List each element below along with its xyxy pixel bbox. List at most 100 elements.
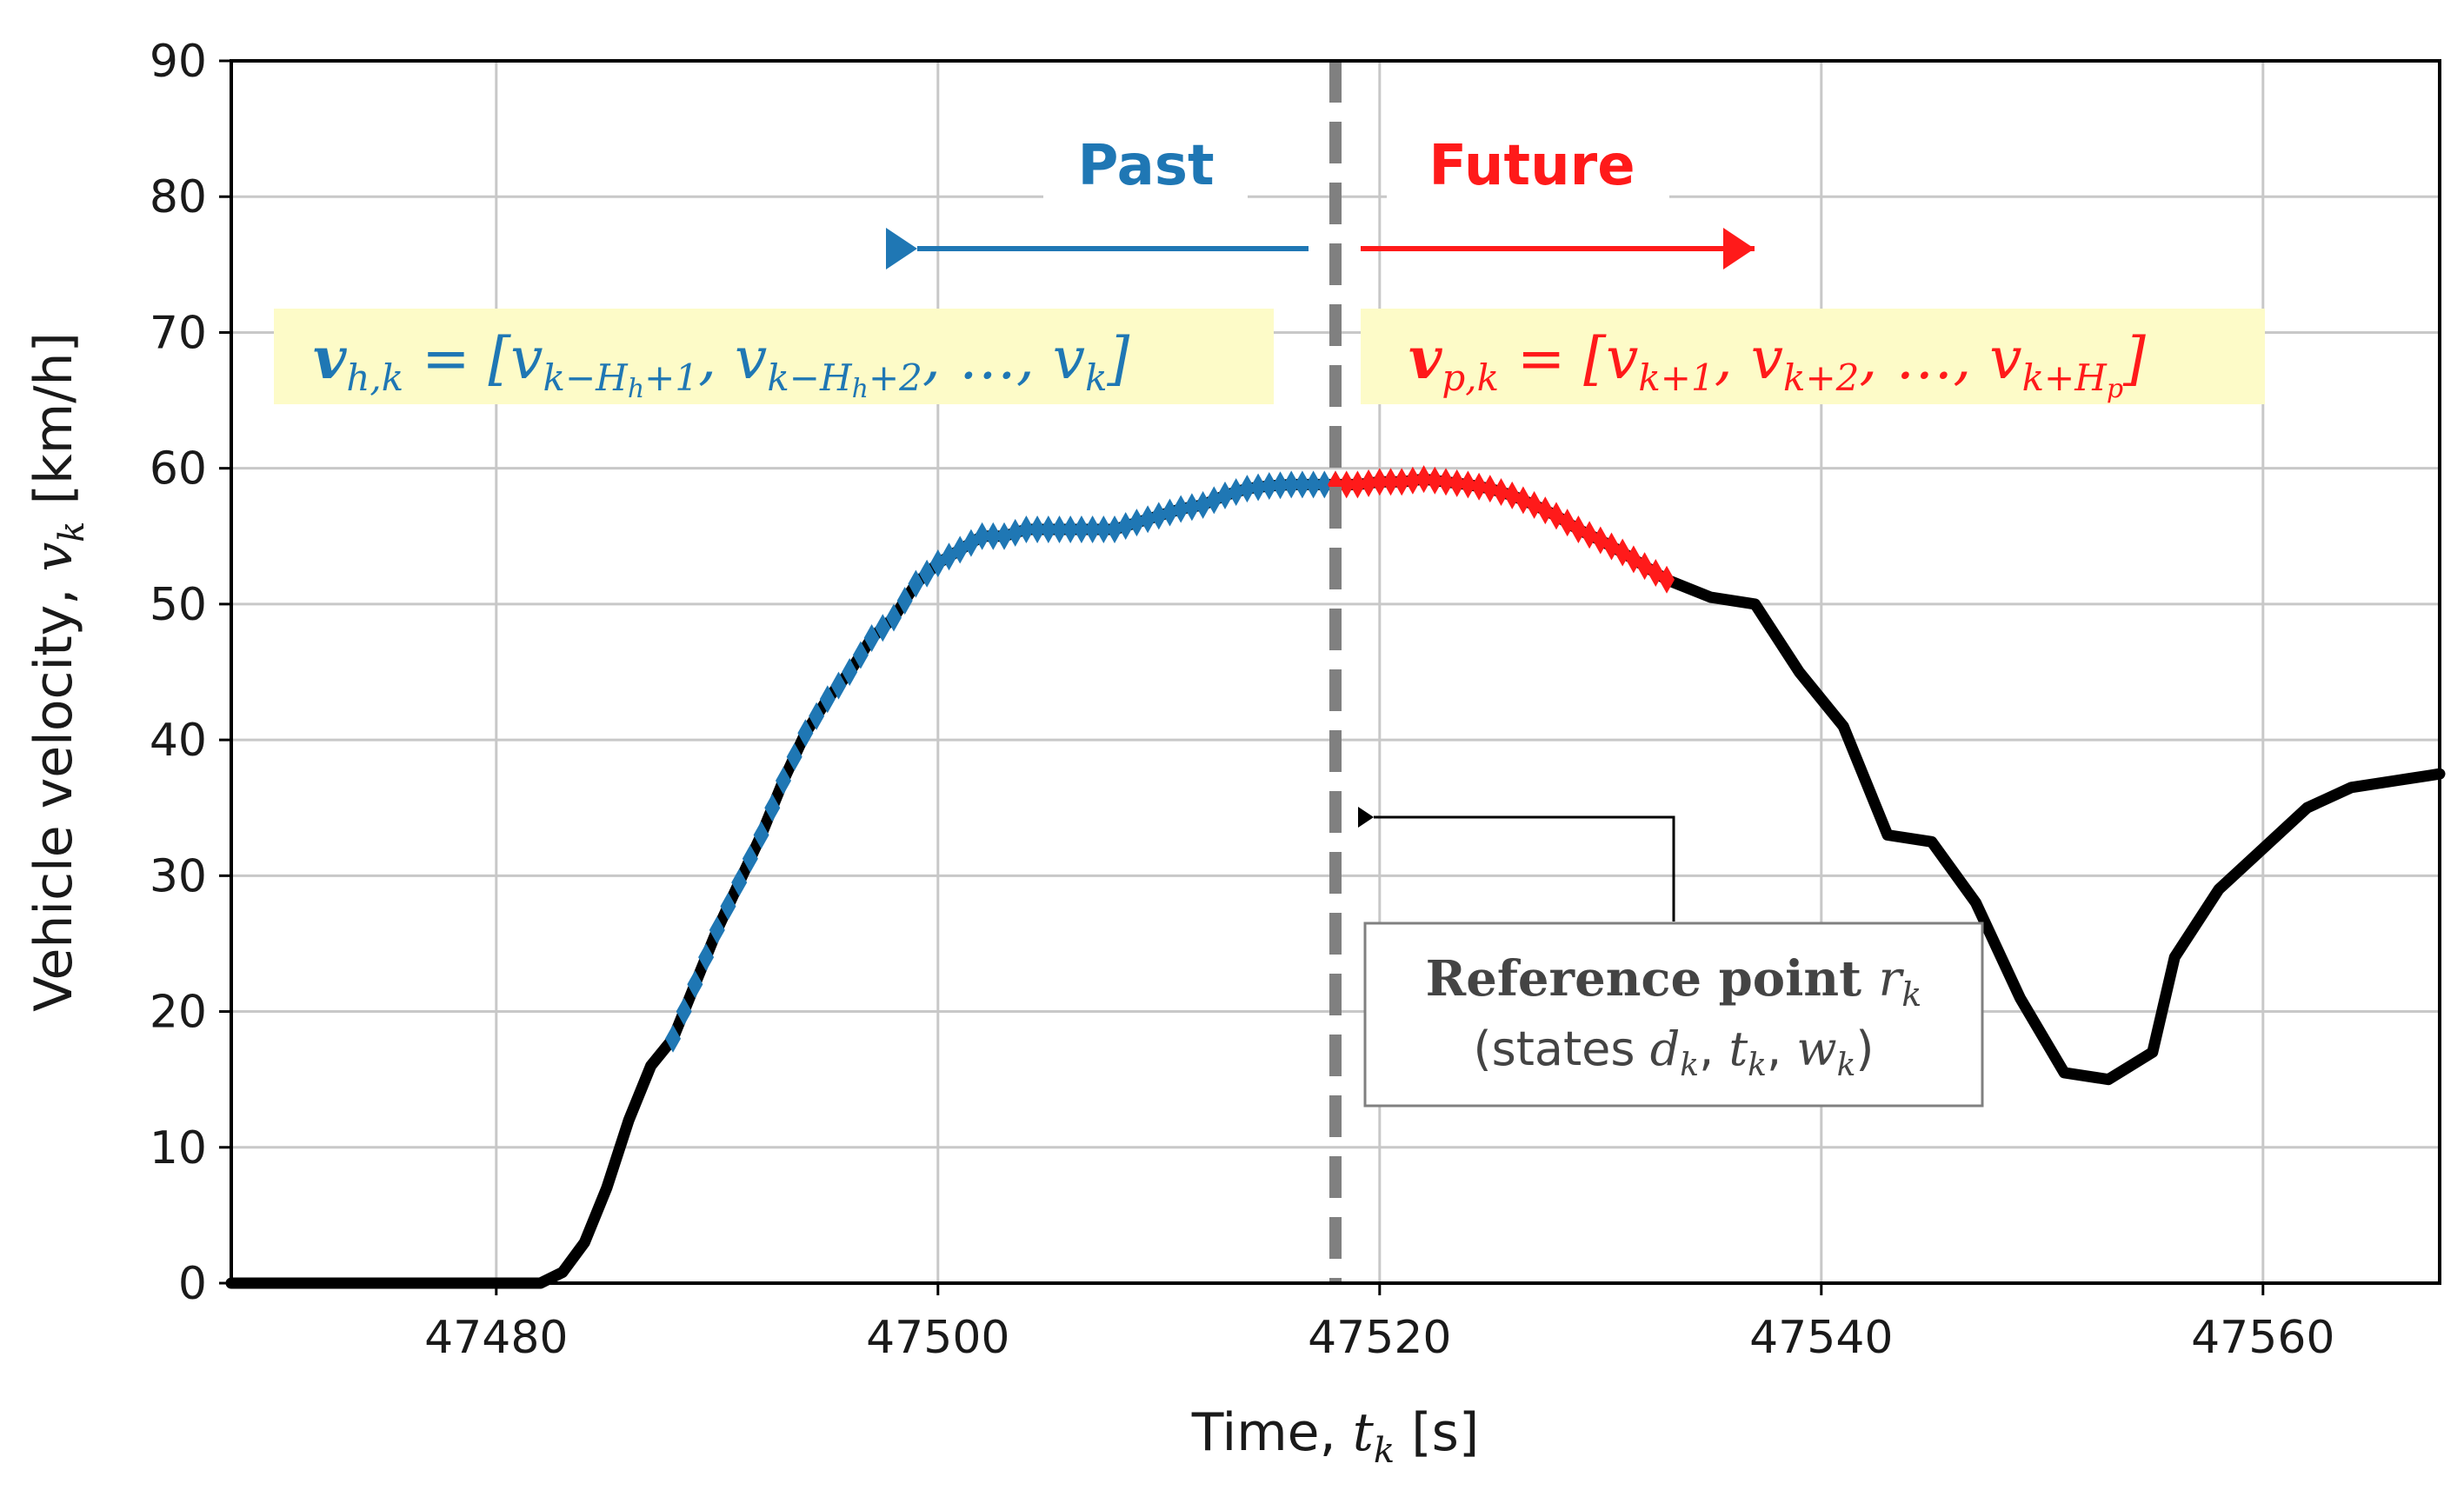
past-marker <box>1217 481 1233 509</box>
y-tick-label: 90 <box>150 36 207 88</box>
past-marker <box>842 658 858 686</box>
past-marker <box>1040 515 1056 543</box>
past-marker <box>1062 515 1079 543</box>
past-marker <box>1084 515 1101 543</box>
reference-point-title: Reference point rk <box>1426 950 1922 1014</box>
future-marker <box>1361 469 1377 497</box>
past-marker <box>786 742 802 771</box>
future-marker <box>1427 466 1443 495</box>
past-marker <box>1107 515 1122 543</box>
past-marker <box>1228 478 1244 507</box>
past-marker <box>985 522 1002 550</box>
y-tick-label: 80 <box>150 171 207 223</box>
reference-pointer-arrow <box>1358 807 1675 921</box>
past-marker <box>1250 473 1267 502</box>
past-marker <box>1129 509 1145 537</box>
past-marker <box>1195 490 1211 519</box>
future-marker <box>1448 469 1465 497</box>
future-marker <box>1382 468 1399 496</box>
past-marker <box>1283 470 1300 499</box>
past-marker <box>742 844 758 873</box>
past-marker <box>919 559 936 588</box>
future-marker <box>1349 470 1366 499</box>
future-marker <box>1526 490 1542 519</box>
x-axis-label: Time, tk [s] <box>1191 1402 1480 1471</box>
future-marker <box>1504 481 1521 509</box>
past-marker <box>830 671 847 700</box>
future-equation: vp,k = [vk+1, vk+2, …, vk+Hp] <box>1408 324 2146 404</box>
past-marker <box>753 821 769 849</box>
past-marker <box>665 1024 681 1053</box>
past-label-background <box>1043 122 1248 200</box>
past-marker <box>1294 470 1310 499</box>
future-marker <box>1515 486 1531 515</box>
future-marker <box>1659 565 1675 594</box>
past-marker <box>1183 493 1200 522</box>
past-marker <box>764 794 781 822</box>
y-axis-label: Vehicle velocity, vk [km/h] <box>23 332 92 1012</box>
past-marker <box>776 766 791 795</box>
past-marker <box>1150 502 1167 530</box>
future-marker <box>1471 472 1488 501</box>
future-label: Future <box>1428 134 1635 198</box>
past-marker <box>1018 515 1035 543</box>
y-tick-label: 60 <box>150 443 207 496</box>
future-equation-background <box>1361 309 2265 404</box>
y-tick-label: 0 <box>178 1258 207 1310</box>
past-equation: vh,k = [vk−Hh+1, vk−Hh+2, …, vk] <box>313 324 1130 404</box>
future-marker <box>1338 470 1355 499</box>
past-marker <box>1095 515 1112 543</box>
past-marker <box>1206 486 1222 515</box>
past-marker <box>1173 495 1189 523</box>
future-marker <box>1404 466 1421 495</box>
future-marker <box>1582 521 1598 549</box>
reference-point-box <box>1363 921 1984 1108</box>
future-marker <box>1493 478 1509 507</box>
future-marker <box>1482 475 1498 503</box>
past-marker <box>1316 470 1333 499</box>
future-label-background <box>1387 122 1669 200</box>
future-marker <box>1371 468 1388 496</box>
past-marker <box>1117 512 1134 541</box>
past-marker <box>687 970 703 999</box>
x-tick-label: 47520 <box>1308 1312 1451 1364</box>
future-marker <box>1570 515 1587 543</box>
plot-frame <box>230 59 2441 1285</box>
future-marker <box>1537 496 1554 525</box>
x-tick-label: 47500 <box>866 1312 1009 1364</box>
y-tick-label: 20 <box>150 987 207 1039</box>
x-tick-label: 47560 <box>2191 1312 2334 1364</box>
past-marker <box>1239 475 1255 503</box>
past-marker <box>974 522 990 550</box>
y-tick-label: 30 <box>150 850 207 902</box>
past-marker <box>886 603 902 632</box>
past-equation-background <box>274 309 1274 404</box>
x-tick-label: 47480 <box>424 1312 568 1364</box>
past-marker <box>731 868 748 897</box>
past-marker <box>698 943 715 972</box>
past-label: Past <box>1077 134 1214 198</box>
past-marker <box>709 915 725 944</box>
past-marker <box>1007 518 1023 547</box>
past-marker <box>809 702 825 730</box>
y-tick-label: 50 <box>150 579 207 631</box>
past-marker <box>875 614 891 642</box>
future-marker <box>1394 468 1410 496</box>
past-marker <box>1051 515 1068 543</box>
past-marker <box>676 997 692 1026</box>
x-tick-label: 47540 <box>1749 1312 1893 1364</box>
past-marker <box>1261 471 1277 500</box>
past-marker <box>1272 471 1289 500</box>
markers <box>665 465 1675 1053</box>
ticks: 47480 47500 47520 47540 47560 0 10 20 30 40 50 60 70… <box>150 36 2335 1364</box>
past-marker <box>852 641 869 669</box>
reference-point-subtitle: (states dk, tk, wk) <box>1474 1021 1875 1083</box>
past-marker <box>908 569 924 598</box>
past-marker <box>1073 515 1089 543</box>
future-marker <box>1415 465 1432 494</box>
future-marker <box>1438 468 1454 496</box>
past-marker <box>1162 498 1178 527</box>
y-tick-label: 10 <box>150 1122 207 1174</box>
future-marker <box>1460 470 1476 499</box>
